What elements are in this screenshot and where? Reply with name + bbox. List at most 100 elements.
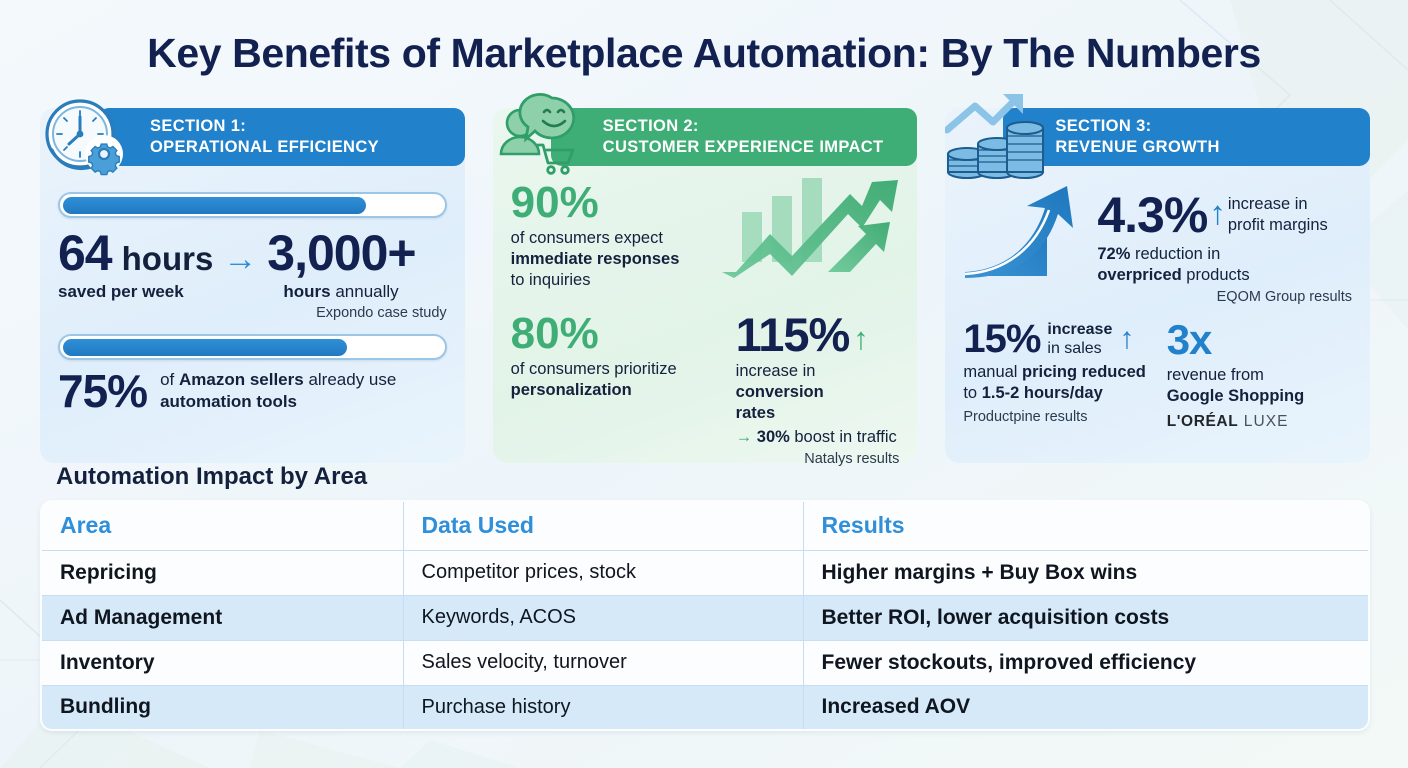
- stat-90-pct: 90%: [510, 178, 599, 227]
- column-header-data-used: Data Used: [402, 502, 804, 551]
- productpine-source: Productpine results: [963, 409, 1088, 425]
- progress-bar-1: [58, 192, 447, 218]
- expondo-source-row: Expondo case study: [58, 304, 447, 322]
- section-card-operational-efficiency: SECTION 1: OPERATIONAL EFFICIENCY 64 hou…: [40, 99, 465, 463]
- stat-90-desc: of consumers expect immediate responses …: [511, 228, 726, 291]
- amazon-sellers-bold: Amazon sellers: [178, 370, 304, 389]
- stat-80-desc: of consumers prioritize personalization: [511, 359, 726, 401]
- section-3-body: 4.3% ↑ increase in profit margins 72% re…: [945, 166, 1370, 441]
- stat-64: 64: [58, 225, 113, 281]
- cell-results: Higher margins + Buy Box wins: [802, 549, 1368, 596]
- google-shopping-bold: Google Shopping: [1166, 387, 1305, 405]
- table-row[interactable]: Inventory Sales velocity, turnover Fewer…: [42, 639, 1368, 686]
- stat-3x-desc: revenue from Google Shopping: [1167, 365, 1352, 407]
- section-2-bottom-row: 80% of consumers prioritize personalizat…: [510, 308, 900, 468]
- section-2-header-line2: CUSTOMER EXPERIENCE IMPACT: [602, 138, 884, 156]
- amazon-sellers-stat-row: 75% of Amazon sellers already use automa…: [58, 368, 447, 414]
- stat-115-desc: increase in conversion rates: [736, 361, 900, 424]
- progress-bar-2: [58, 334, 447, 360]
- growth-chart-arrows-icon: [722, 178, 899, 278]
- stat-15-l1: increase: [1047, 321, 1113, 338]
- overpriced-bold: overpriced: [1097, 266, 1182, 284]
- section-3-header: SECTION 3: REVENUE GROWTH: [1003, 108, 1371, 166]
- hours-stat-row: 64 hours → 3,000+: [58, 228, 447, 278]
- stat-64-unit: hours: [121, 240, 214, 277]
- section-card-customer-experience: SECTION 2: CUSTOMER EXPERIENCE IMPACT: [492, 93, 918, 467]
- column-header-results: Results: [802, 502, 1368, 551]
- loreal-wordmark: L'ORÉAL: [1166, 413, 1239, 430]
- stat-80-block: 80% of consumers prioritize personalizat…: [510, 309, 726, 467]
- manual-pricing-desc: manual pricing reduced to 1.5-2 hours/da…: [963, 362, 1148, 404]
- section-2-header-line1: SECTION 2:: [602, 117, 699, 135]
- table-row[interactable]: Bundling Purchase history Increased AOV: [42, 684, 1368, 729]
- sections-row: SECTION 1: OPERATIONAL EFFICIENCY 64 hou…: [40, 93, 1371, 467]
- stat-90-block: 90% of consumers expect immediate respon…: [510, 178, 726, 291]
- section-1-header-line2: OPERATIONAL EFFICIENCY: [150, 138, 379, 156]
- hours-annually-bold: hours: [283, 282, 331, 301]
- stat-80-l2: personalization: [510, 381, 632, 400]
- table-row[interactable]: Repricing Competitor prices, stock Highe…: [42, 549, 1368, 596]
- cell-data-used: Competitor prices, stock: [402, 549, 804, 596]
- progress-bar-2-fill: [62, 338, 348, 356]
- overpriced-norm: products: [1181, 266, 1250, 284]
- progress-bar-1-fill: [62, 196, 367, 214]
- traffic-boost-norm: boost in traffic: [789, 428, 897, 447]
- cell-data-used: Keywords, ACOS: [402, 594, 804, 641]
- stat-90-l2: immediate responses: [510, 250, 680, 269]
- stat-115-l1-bold: conversion: [735, 383, 824, 402]
- stat-3000-plus: 3,000+: [267, 225, 416, 281]
- stat-80-l1: of consumers prioritize: [510, 360, 677, 379]
- stat-3x-block: 3x revenue from Google Shopping L'ORÉAL …: [1167, 319, 1352, 431]
- page-title: Key Benefits of Marketplace Automation: …: [147, 30, 1261, 76]
- table-heading: Automation Impact by Area: [56, 463, 368, 490]
- stat-15-row: 15% increase in sales ↑: [963, 319, 1148, 359]
- stat-72-desc: 72% reduction in overpriced products: [1097, 244, 1352, 286]
- luxe-wordmark: LUXE: [1243, 413, 1289, 430]
- amazon-desc-tail: already use: [303, 370, 397, 389]
- right-arrow-icon: →: [223, 240, 258, 278]
- cell-data-used: Purchase history: [402, 684, 804, 729]
- hours-day-norm: to: [963, 384, 982, 402]
- stat-43-l1: increase in: [1227, 195, 1308, 213]
- section-3-header-line1: SECTION 3:: [1055, 117, 1152, 135]
- cell-area: Inventory: [42, 639, 404, 686]
- loreal-luxe-logo: L'ORÉAL LUXE: [1167, 413, 1352, 431]
- stat-72-norm: reduction in: [1130, 245, 1221, 263]
- manual-pricing-norm: manual: [963, 363, 1023, 381]
- stat-15-l2: in sales: [1047, 340, 1102, 357]
- stat-115-l1-norm: increase in: [735, 362, 816, 381]
- cell-results: Fewer stockouts, improved efficiency: [802, 639, 1368, 686]
- section-card-revenue-growth: SECTION 3: REVENUE GROWTH: [945, 94, 1371, 463]
- stat-15-pct: 15%: [963, 317, 1041, 361]
- stat-43-l2: profit margins: [1227, 216, 1328, 234]
- table-row[interactable]: Ad Management Keywords, ACOS Better ROI,…: [42, 594, 1368, 641]
- stat-43-pct: 4.3%: [1097, 187, 1208, 243]
- section-1-body: 64 hours → 3,000+ saved per week hours a…: [40, 166, 465, 424]
- automation-impact-table: Area Data Used Results Repricing Competi…: [40, 500, 1370, 731]
- stat-75-pct: 75%: [58, 365, 148, 417]
- stat-90-l3: to inquiries: [510, 271, 591, 290]
- cell-area: Ad Management: [42, 594, 404, 641]
- stat-90-l1: of consumers expect: [510, 229, 663, 248]
- stat-80-pct: 80%: [510, 309, 599, 359]
- cell-results: Increased AOV: [802, 684, 1368, 729]
- manual-pricing-bold: pricing reduced: [1022, 363, 1146, 381]
- stat-43-row: 4.3% ↑ increase in profit margins: [1097, 190, 1352, 240]
- section-1-header: SECTION 1: OPERATIONAL EFFICIENCY: [98, 108, 465, 166]
- traffic-boost-row: → 30% boost in traffic: [736, 427, 900, 448]
- hours-stat-subline: saved per week hours annually: [58, 282, 447, 302]
- natalys-source: Natalys results: [804, 451, 900, 468]
- up-arrow-icon: ↑: [1119, 322, 1135, 355]
- upward-curve-arrow-icon: [965, 186, 1074, 278]
- stat-3x: 3x: [1166, 316, 1213, 363]
- coin-stack-growth-icon: [945, 94, 1045, 179]
- stat-115-l2-bold: rates: [735, 404, 776, 423]
- clock-gear-icon: [45, 99, 123, 176]
- section-2-body: 90% of consumers expect immediate respon…: [493, 166, 918, 477]
- section-3-top-row: 4.3% ↑ increase in profit margins 72% re…: [963, 180, 1352, 305]
- cell-area: Repricing: [42, 549, 404, 596]
- traffic-arrow-icon: →: [735, 428, 753, 447]
- stat-115-pct: 115%: [735, 308, 851, 362]
- up-arrow-icon: ↑: [1209, 194, 1226, 231]
- hours-day-bold: 1.5-2 hours/day: [981, 384, 1103, 402]
